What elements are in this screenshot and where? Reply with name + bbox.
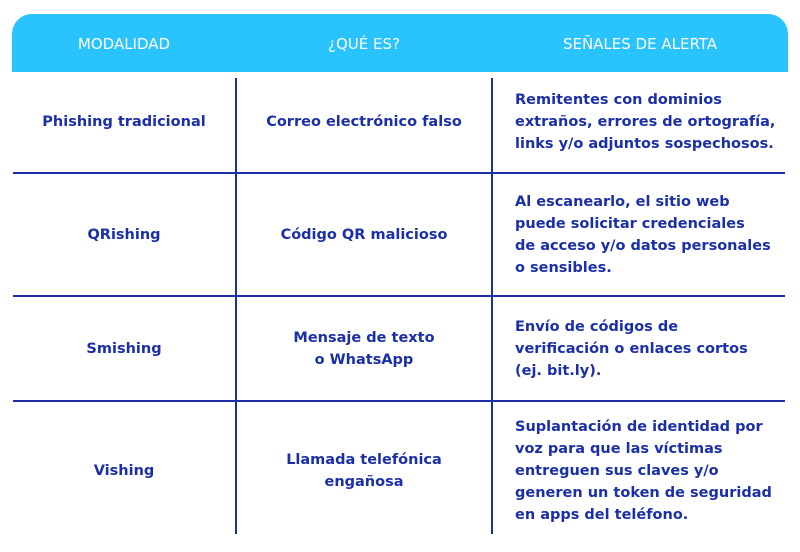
cell-text: Suplantación de identidad por voz para qu… [515,416,772,526]
row-divider [13,400,785,402]
cell-line: Correo electrónico falso [266,114,462,130]
cell-line: (ej. bit.ly). [515,362,602,379]
cell-text: Código QR malicioso [281,224,448,246]
table-cell-que-es: Correo electrónico falso [237,72,491,172]
row-divider [13,295,785,297]
table-cell-modalidad: Vishing [12,402,236,540]
cell-line: QRishing [87,226,161,243]
table-cell-que-es: Mensaje de texto o WhatsApp [237,297,491,400]
cell-line: Remitentes con dominios [515,92,722,108]
table-cell-senales: Envío de códigos de verificación o enlace… [493,297,788,400]
table-cell-senales: Al escanearlo, el sitio web puede solicit… [493,174,788,295]
cell-line: Smishing [86,340,162,357]
table-header: MODALIDAD ¿QUÉ ES? SEÑALES DE ALERTA [12,14,788,72]
table-cell-modalidad: Phishing tradicional [12,72,236,172]
cell-line: Envío de códigos de [515,318,679,335]
cell-line: o WhatsApp [314,351,414,368]
cell-line: de acceso y/o datos personales [515,237,771,254]
cell-line: verificación o enlaces cortos [515,340,748,357]
cell-text: Remitentes con dominios extraños, errores… [515,89,775,155]
cell-line: Phishing tradicional [42,114,206,130]
cell-line: Mensaje de texto [293,329,435,346]
cell-text: Phishing tradicional [42,111,205,133]
cell-text: Llamada telefónica engañosa [286,449,442,493]
table-cell-que-es: Llamada telefónica engañosa [237,402,491,540]
header-modalidad: MODALIDAD [77,35,171,53]
table-cell-senales: Remitentes con dominios extraños, errores… [493,72,788,172]
table-cell-senales: Suplantación de identidad por voz para qu… [493,402,788,540]
cell-line: entreguen sus claves y/o [515,463,719,479]
cell-line: en apps del teléfono. [515,507,689,523]
cell-line: Vishing [93,463,155,479]
cell-text: Smishing [86,338,161,360]
cell-text: Envío de códigos de verificación o enlace… [515,316,748,382]
header-senales: SEÑALES DE ALERTA [562,35,718,53]
cell-line: Llamada telefónica [286,452,442,468]
column-divider [491,78,493,534]
cell-line: Código QR malicioso [280,226,448,243]
cell-line: extraños, errores de ortografía, [515,114,776,130]
cell-line: o sensibles. [515,259,612,276]
cell-text: Vishing [94,460,155,482]
cell-text: QRishing [87,224,160,246]
cell-line: voz para que las víctimas [515,441,723,457]
table-cell-modalidad: QRishing [12,174,236,295]
cell-text: Correo electrónico falso [266,111,462,133]
cell-line: links y/o adjuntos sospechosos. [515,136,774,152]
cell-text: Al escanearlo, el sitio web puede solicit… [515,191,771,279]
cell-line: engañosa [324,474,404,490]
header-que-es: ¿QUÉ ES? [328,35,400,53]
cell-text: Mensaje de texto o WhatsApp [293,327,434,371]
cell-line: puede solicitar credenciales [515,215,745,232]
column-divider [235,78,237,534]
cell-line: Suplantación de identidad por [515,419,763,435]
table-cell-que-es: Código QR malicioso [237,174,491,295]
row-divider [13,172,785,174]
table-cell-modalidad: Smishing [12,297,236,400]
cell-line: Al escanearlo, el sitio web [515,193,730,210]
cell-line: generen un token de seguridad [515,485,772,501]
